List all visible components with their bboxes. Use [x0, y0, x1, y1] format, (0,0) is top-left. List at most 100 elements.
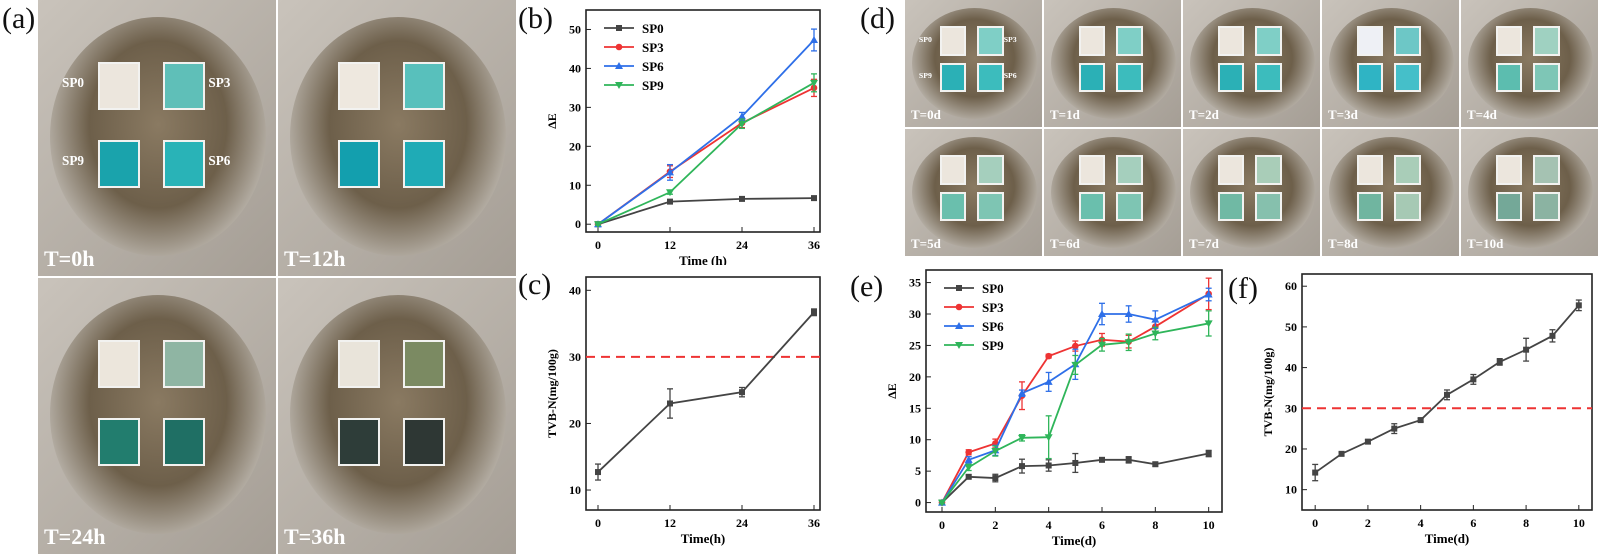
legend-marker-sp6 [615, 62, 623, 69]
indicator-square [1078, 191, 1105, 222]
x-tick-label: 10 [1573, 516, 1585, 530]
point-sp0 [965, 473, 972, 480]
point-sp9 [1071, 361, 1080, 369]
point-series [1496, 358, 1503, 365]
y-tick-label: 10 [909, 433, 921, 447]
time-label: T=12h [284, 246, 346, 271]
x-tick-label: 0 [595, 238, 601, 252]
indicator-square [1116, 26, 1143, 57]
indicator-square [1495, 191, 1522, 222]
point-series [1391, 425, 1398, 432]
y-tick-label: 20 [569, 139, 581, 153]
line-sp9 [941, 322, 1209, 504]
y-axis-label: TVB-N(mg/100g) [545, 349, 559, 438]
y-tick-label: 50 [1285, 320, 1297, 334]
time-label: T=0d [911, 107, 941, 122]
x-tick-label: 36 [808, 238, 820, 252]
point-sp0 [1099, 456, 1105, 463]
y-tick-label: 50 [569, 22, 581, 36]
indicator-square [1356, 191, 1383, 222]
y-tick-label: 0 [915, 496, 921, 510]
point-sp0 [992, 475, 999, 482]
photo-T=7d: T=7d [1183, 129, 1320, 256]
time-label: T=0h [44, 246, 95, 271]
indicator-square [98, 340, 141, 389]
point-sp6 [964, 455, 973, 463]
point-series [1338, 450, 1345, 457]
indicator-square [338, 62, 381, 111]
line-sp6 [597, 39, 815, 225]
indicator-square [98, 62, 141, 111]
petri-dish [1050, 7, 1177, 119]
time-label: T=2d [1189, 107, 1219, 122]
indicator-square [162, 418, 206, 467]
point-sp0 [1072, 459, 1079, 466]
x-tick-label: 0 [1312, 516, 1318, 530]
y-tick-label: 40 [569, 61, 581, 75]
indicator-square [1116, 155, 1143, 186]
indicator-square [162, 340, 206, 389]
time-label: T=7d [1189, 236, 1219, 251]
petri-dish [50, 294, 266, 534]
point-series [1417, 417, 1424, 424]
indicator-square [98, 140, 141, 189]
legend-marker-sp9 [955, 342, 963, 349]
y-tick-label: 40 [569, 283, 581, 297]
y-tick-label: 5 [915, 464, 921, 478]
point-sp3 [1072, 342, 1079, 350]
x-tick-label: 24 [736, 516, 748, 530]
indicator-square [1116, 62, 1143, 93]
y-axis-label: ΔE [885, 383, 899, 399]
legend-marker-sp6 [955, 322, 963, 329]
point-sp0 [1152, 461, 1159, 468]
point-sp9 [666, 189, 674, 197]
x-tick-label: 4 [1418, 516, 1424, 530]
panel-d-photos: SP0 SP3 SP9 SP6 T=0d T=1d T=2d T=3d T=4d T=5d T=6d… [905, 0, 1600, 258]
indicator-square [977, 26, 1004, 57]
point-sp6 [1204, 290, 1213, 298]
panel-label-f: (f) [1228, 272, 1258, 305]
indicator-square [1356, 62, 1383, 93]
sample-label: SP0 [62, 75, 84, 91]
petri-dish [290, 16, 506, 256]
indicator-square [939, 191, 966, 222]
line-sp0 [941, 452, 1209, 504]
indicator-square [977, 191, 1004, 222]
point-sp3 [965, 448, 972, 456]
x-tick-label: 6 [1099, 518, 1105, 532]
indicator-square [1217, 191, 1244, 222]
point-sp0 [1045, 462, 1052, 469]
photo-T=8d: T=8d [1322, 129, 1459, 256]
legend-label-sp6: SP6 [642, 59, 664, 74]
time-label: T=1d [1050, 107, 1080, 122]
x-tick-label: 6 [1470, 516, 1476, 530]
x-tick-label: 0 [595, 516, 601, 530]
point-sp0 [739, 195, 745, 202]
legend-marker-sp0 [616, 25, 622, 31]
point-sp0 [1205, 450, 1212, 457]
y-tick-label: 60 [1285, 279, 1297, 293]
indicator-square [338, 140, 381, 189]
point-sp0 [667, 198, 673, 205]
indicator-square [1394, 191, 1421, 222]
x-tick-label: 8 [1523, 516, 1529, 530]
point-series [1364, 438, 1371, 445]
indicator-square [1533, 191, 1560, 222]
sample-label: SP6 [1003, 70, 1017, 80]
y-tick-label: 30 [569, 350, 581, 364]
petri-dish [1328, 7, 1455, 119]
legend-label-sp0: SP0 [982, 281, 1004, 296]
indicator-square [939, 26, 966, 57]
photo-T=12h: T=12h [278, 0, 516, 276]
plot-frame [925, 269, 1223, 513]
indicator-square [1078, 62, 1105, 93]
panel-label-d: (d) [860, 2, 895, 35]
point-sp0 [1019, 463, 1025, 470]
y-tick-label: 25 [909, 338, 921, 352]
petri-dish [50, 16, 266, 256]
y-tick-label: 20 [1285, 442, 1297, 456]
x-tick-label: 12 [664, 238, 676, 252]
indicator-square [1394, 26, 1421, 57]
plot-frame [585, 9, 821, 233]
chart-c: 0 12 24 36 10 20 30 40 Time(h) TVB-N(mg/100g) [545, 276, 821, 546]
